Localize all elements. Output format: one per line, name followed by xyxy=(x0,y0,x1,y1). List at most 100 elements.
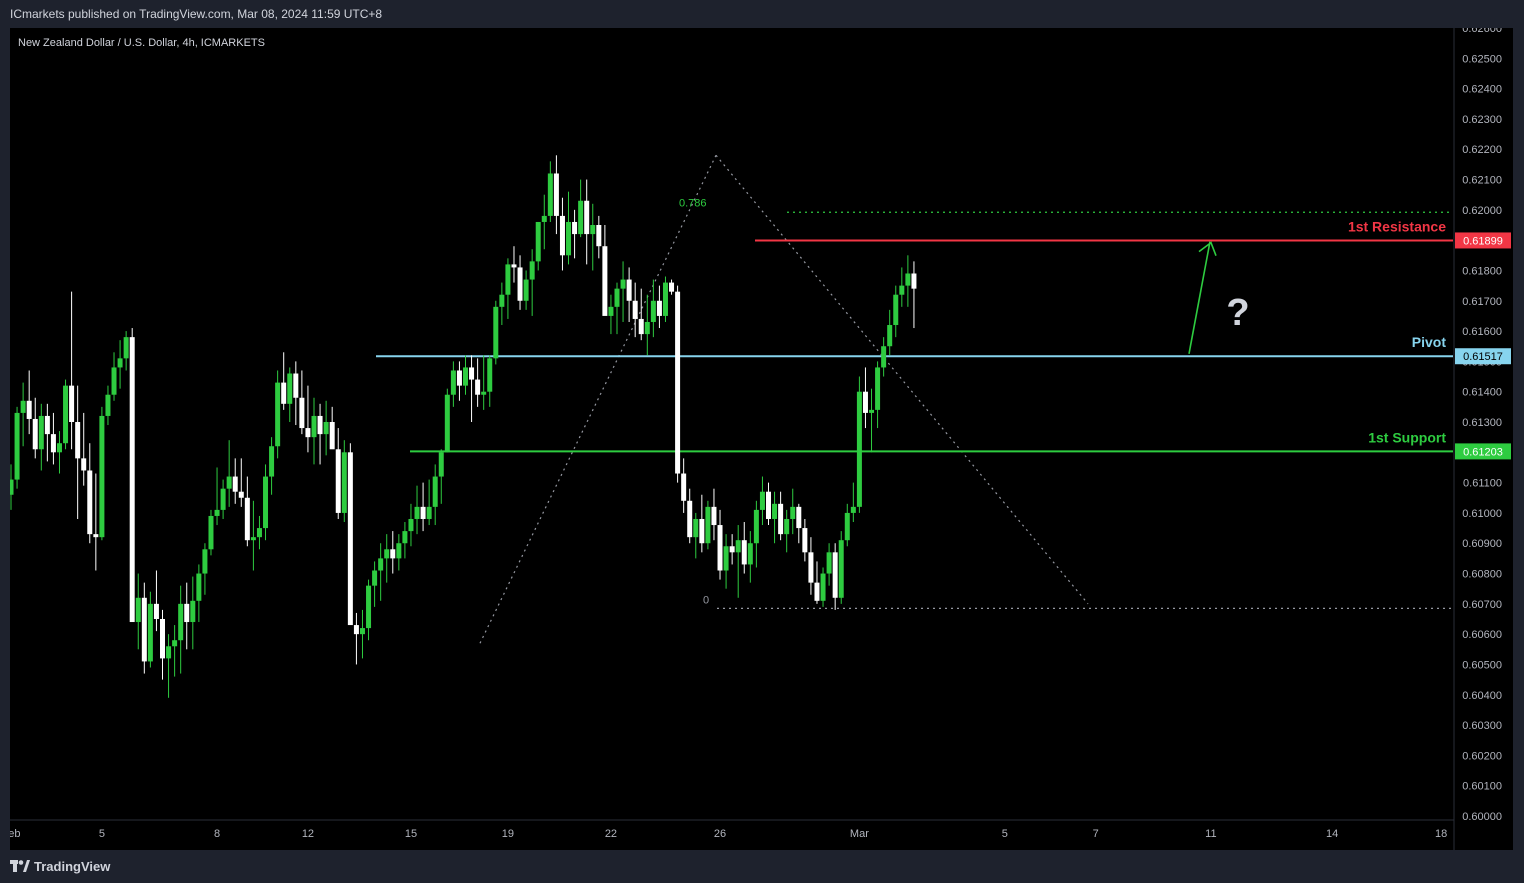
candle-body xyxy=(293,373,299,398)
candle-body xyxy=(541,215,547,222)
candle-body xyxy=(275,382,281,447)
candle-body xyxy=(675,291,681,474)
x-tick-label: 8 xyxy=(214,828,220,840)
y-tick-label: 0.60000 xyxy=(1462,811,1502,823)
candle-body xyxy=(299,397,305,429)
candle-body xyxy=(790,506,796,519)
y-tick-label: 0.60100 xyxy=(1462,781,1502,793)
candle-body xyxy=(681,473,687,501)
candle-body xyxy=(87,470,93,535)
candle-body xyxy=(196,573,202,601)
price-tag-label: 0.61517 xyxy=(1463,351,1503,363)
candle-body xyxy=(547,173,553,216)
candle-body xyxy=(232,476,238,492)
candle-body xyxy=(69,385,75,422)
level-label: Pivot xyxy=(1412,334,1447,350)
x-tick-label: 18 xyxy=(1435,828,1447,840)
candle-body xyxy=(481,391,487,395)
candle-body xyxy=(578,200,584,235)
candle-body xyxy=(238,491,244,498)
candle-body xyxy=(390,549,396,559)
candle-body xyxy=(869,409,875,413)
candle-body xyxy=(590,225,596,235)
chart-title: New Zealand Dollar / U.S. Dollar, 4h, IC… xyxy=(18,37,265,49)
y-tick-label: 0.60800 xyxy=(1462,569,1502,581)
candle-body xyxy=(317,415,323,435)
y-tick-label: 0.60300 xyxy=(1462,720,1502,732)
candle-body xyxy=(650,300,656,322)
candle-body xyxy=(723,546,729,571)
question-annotation: ? xyxy=(1226,292,1249,334)
x-tick-label: 11 xyxy=(1205,828,1216,840)
fib-0-label: 0 xyxy=(703,594,709,606)
candle-body xyxy=(899,285,905,295)
x-tick-label: Feb xyxy=(10,828,20,840)
candle-body xyxy=(796,506,802,529)
candle-body xyxy=(111,367,117,395)
y-tick-label: 0.62600 xyxy=(1462,28,1502,35)
candle-body xyxy=(20,400,26,413)
price-chart[interactable]: New Zealand Dollar / U.S. Dollar, 4h, IC… xyxy=(10,28,1513,850)
candle-body xyxy=(717,525,723,571)
y-tick-label: 0.61400 xyxy=(1462,387,1502,399)
y-tick-label: 0.60500 xyxy=(1462,659,1502,671)
candle-body xyxy=(432,476,438,507)
candle-body xyxy=(505,264,511,295)
candle-body xyxy=(129,337,135,623)
candle-body xyxy=(596,225,602,247)
candle-body xyxy=(269,446,275,477)
candle-body xyxy=(632,300,638,319)
candle-body xyxy=(511,264,517,268)
candle-body xyxy=(117,358,123,368)
footer-bar: TradingView xyxy=(0,850,1524,883)
candle-body xyxy=(202,549,208,574)
y-tick-label: 0.62500 xyxy=(1462,53,1502,65)
y-tick-label: 0.61300 xyxy=(1462,417,1502,429)
candle-body xyxy=(244,497,250,541)
candle-body xyxy=(535,221,541,262)
y-tick-label: 0.60900 xyxy=(1462,538,1502,550)
candle-body xyxy=(584,200,590,235)
candle-body xyxy=(620,279,626,289)
candle-body xyxy=(862,391,868,413)
y-tick-label: 0.61700 xyxy=(1462,296,1502,308)
x-tick-label: 7 xyxy=(1093,828,1099,840)
y-tick-label: 0.62100 xyxy=(1462,175,1502,187)
candle-body xyxy=(469,367,475,380)
candle-body xyxy=(353,625,359,635)
candle-body xyxy=(341,452,347,513)
candle-body xyxy=(26,400,32,419)
candle-body xyxy=(844,512,850,541)
level-label: 1st Resistance xyxy=(1348,218,1446,234)
chart-area[interactable]: New Zealand Dollar / U.S. Dollar, 4h, IC… xyxy=(10,28,1513,850)
candle-body xyxy=(887,325,893,347)
x-tick-label: 5 xyxy=(1002,828,1008,840)
candle-body xyxy=(153,603,159,619)
candle-body xyxy=(214,509,220,516)
publisher-text: ICmarkets published on TradingView.com, … xyxy=(10,7,383,21)
candle-body xyxy=(378,558,384,571)
candle-body xyxy=(14,412,20,480)
candle-body xyxy=(832,552,838,598)
candle-body xyxy=(256,528,262,538)
candle-body xyxy=(529,261,535,280)
projection-arrowhead xyxy=(1198,241,1217,256)
y-tick-label: 0.60200 xyxy=(1462,750,1502,762)
candle-body xyxy=(408,518,414,532)
candle-body xyxy=(602,246,608,316)
candle-body xyxy=(759,491,765,510)
price-tag-label: 0.61899 xyxy=(1463,235,1503,247)
candle-body xyxy=(347,452,353,626)
y-tick-label: 0.62400 xyxy=(1462,84,1502,96)
candle-body xyxy=(911,273,917,289)
candle-body xyxy=(414,506,420,519)
tradingview-logo[interactable]: TradingView xyxy=(10,857,110,875)
price-tag xyxy=(1455,443,1511,460)
candle-body xyxy=(778,503,784,535)
candle-body xyxy=(281,382,287,404)
candle-body xyxy=(166,646,172,659)
candle-body xyxy=(753,509,759,544)
y-tick-label: 0.61800 xyxy=(1462,265,1502,277)
x-tick-label: 19 xyxy=(502,828,514,840)
candle-body xyxy=(384,549,390,559)
